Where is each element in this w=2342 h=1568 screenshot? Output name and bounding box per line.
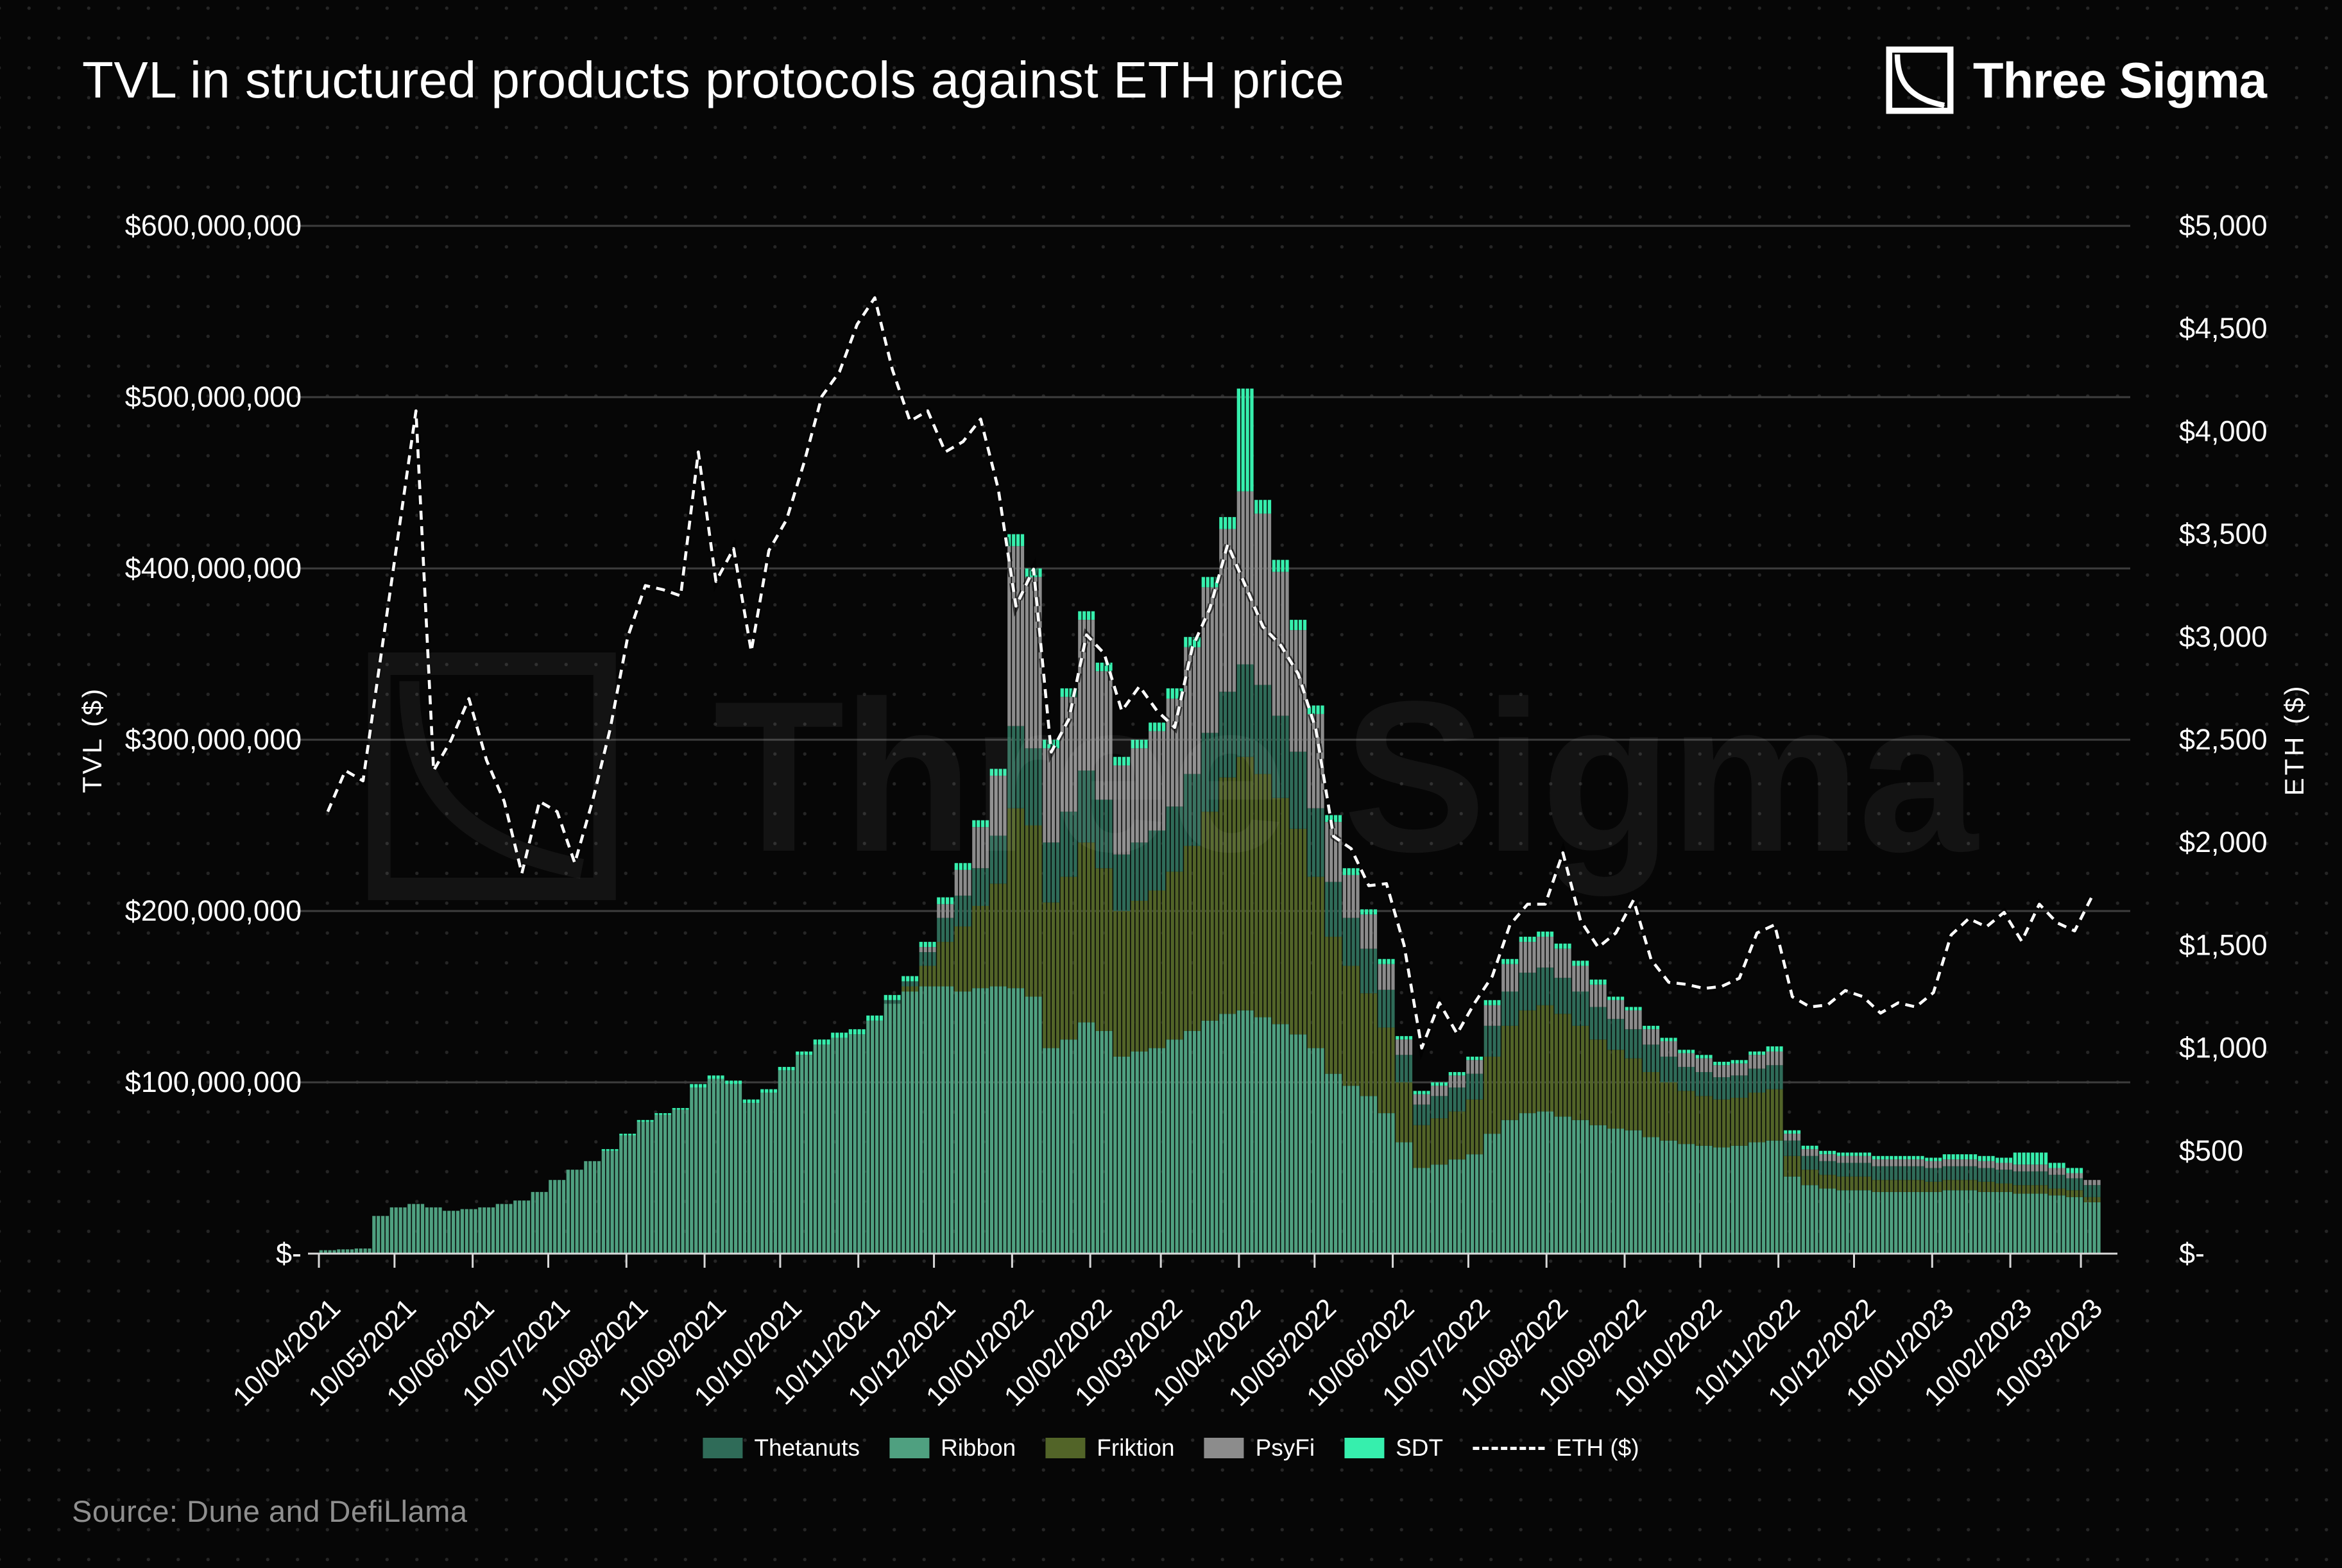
legend-item-friktion: Friktion (1045, 1435, 1175, 1461)
legend-item-psyfi: PsyFi (1204, 1435, 1315, 1461)
legend-swatch-icon (889, 1438, 929, 1458)
legend-label: Thetanuts (754, 1435, 860, 1461)
brand: Three Sigma (1886, 46, 2267, 114)
svg-text:$-: $- (276, 1237, 302, 1270)
svg-text:$3,000: $3,000 (2179, 620, 2268, 653)
svg-text:$400,000,000: $400,000,000 (125, 552, 302, 584)
svg-text:$300,000,000: $300,000,000 (125, 723, 302, 756)
brand-name: Three Sigma (1972, 51, 2267, 108)
svg-text:$600,000,000: $600,000,000 (125, 209, 302, 242)
svg-text:$500,000,000: $500,000,000 (125, 380, 302, 413)
svg-text:$200,000,000: $200,000,000 (125, 894, 302, 927)
svg-text:$-: $- (2179, 1237, 2205, 1270)
legend-label: Friktion (1097, 1435, 1175, 1461)
legend-swatch-icon (1344, 1438, 1385, 1458)
legend-item-eth: ETH ($) (1473, 1435, 1639, 1461)
legend-dashed-line-icon (1473, 1446, 1545, 1450)
legend-label: ETH ($) (1556, 1435, 1639, 1461)
svg-text:$1,500: $1,500 (2179, 928, 2268, 961)
three-sigma-logo-icon (1886, 46, 1954, 114)
svg-text:$4,000: $4,000 (2179, 414, 2268, 447)
svg-text:$1,000: $1,000 (2179, 1032, 2268, 1064)
svg-text:$3,500: $3,500 (2179, 518, 2268, 550)
svg-text:$4,500: $4,500 (2179, 312, 2268, 345)
svg-text:$100,000,000: $100,000,000 (125, 1066, 302, 1098)
svg-text:$500: $500 (2179, 1134, 2243, 1167)
svg-text:$2,500: $2,500 (2179, 723, 2268, 756)
svg-text:$5,000: $5,000 (2179, 209, 2268, 242)
legend-item-ribbon: Ribbon (889, 1435, 1016, 1461)
legend-label: SDT (1396, 1435, 1444, 1461)
chart-legend: Thetanuts Ribbon Friktion PsyFi SDT ETH ($) (703, 1435, 1639, 1461)
svg-text:$2,000: $2,000 (2179, 826, 2268, 858)
legend-swatch-icon (1045, 1438, 1086, 1458)
legend-swatch-icon (1204, 1438, 1244, 1458)
svg-text:ETH ($): ETH ($) (2279, 684, 2309, 796)
source-note: Source: Dune and DefiLlama (72, 1494, 468, 1528)
legend-swatch-icon (703, 1438, 743, 1458)
svg-text:TVL ($): TVL ($) (77, 686, 107, 793)
header: TVL in structured products protocols aga… (82, 46, 2267, 114)
legend-item-thetanuts: Thetanuts (703, 1435, 860, 1461)
legend-item-sdt: SDT (1344, 1435, 1443, 1461)
legend-label: Ribbon (940, 1435, 1016, 1461)
page-title: TVL in structured products protocols aga… (82, 51, 1345, 108)
legend-label: PsyFi (1255, 1435, 1315, 1461)
